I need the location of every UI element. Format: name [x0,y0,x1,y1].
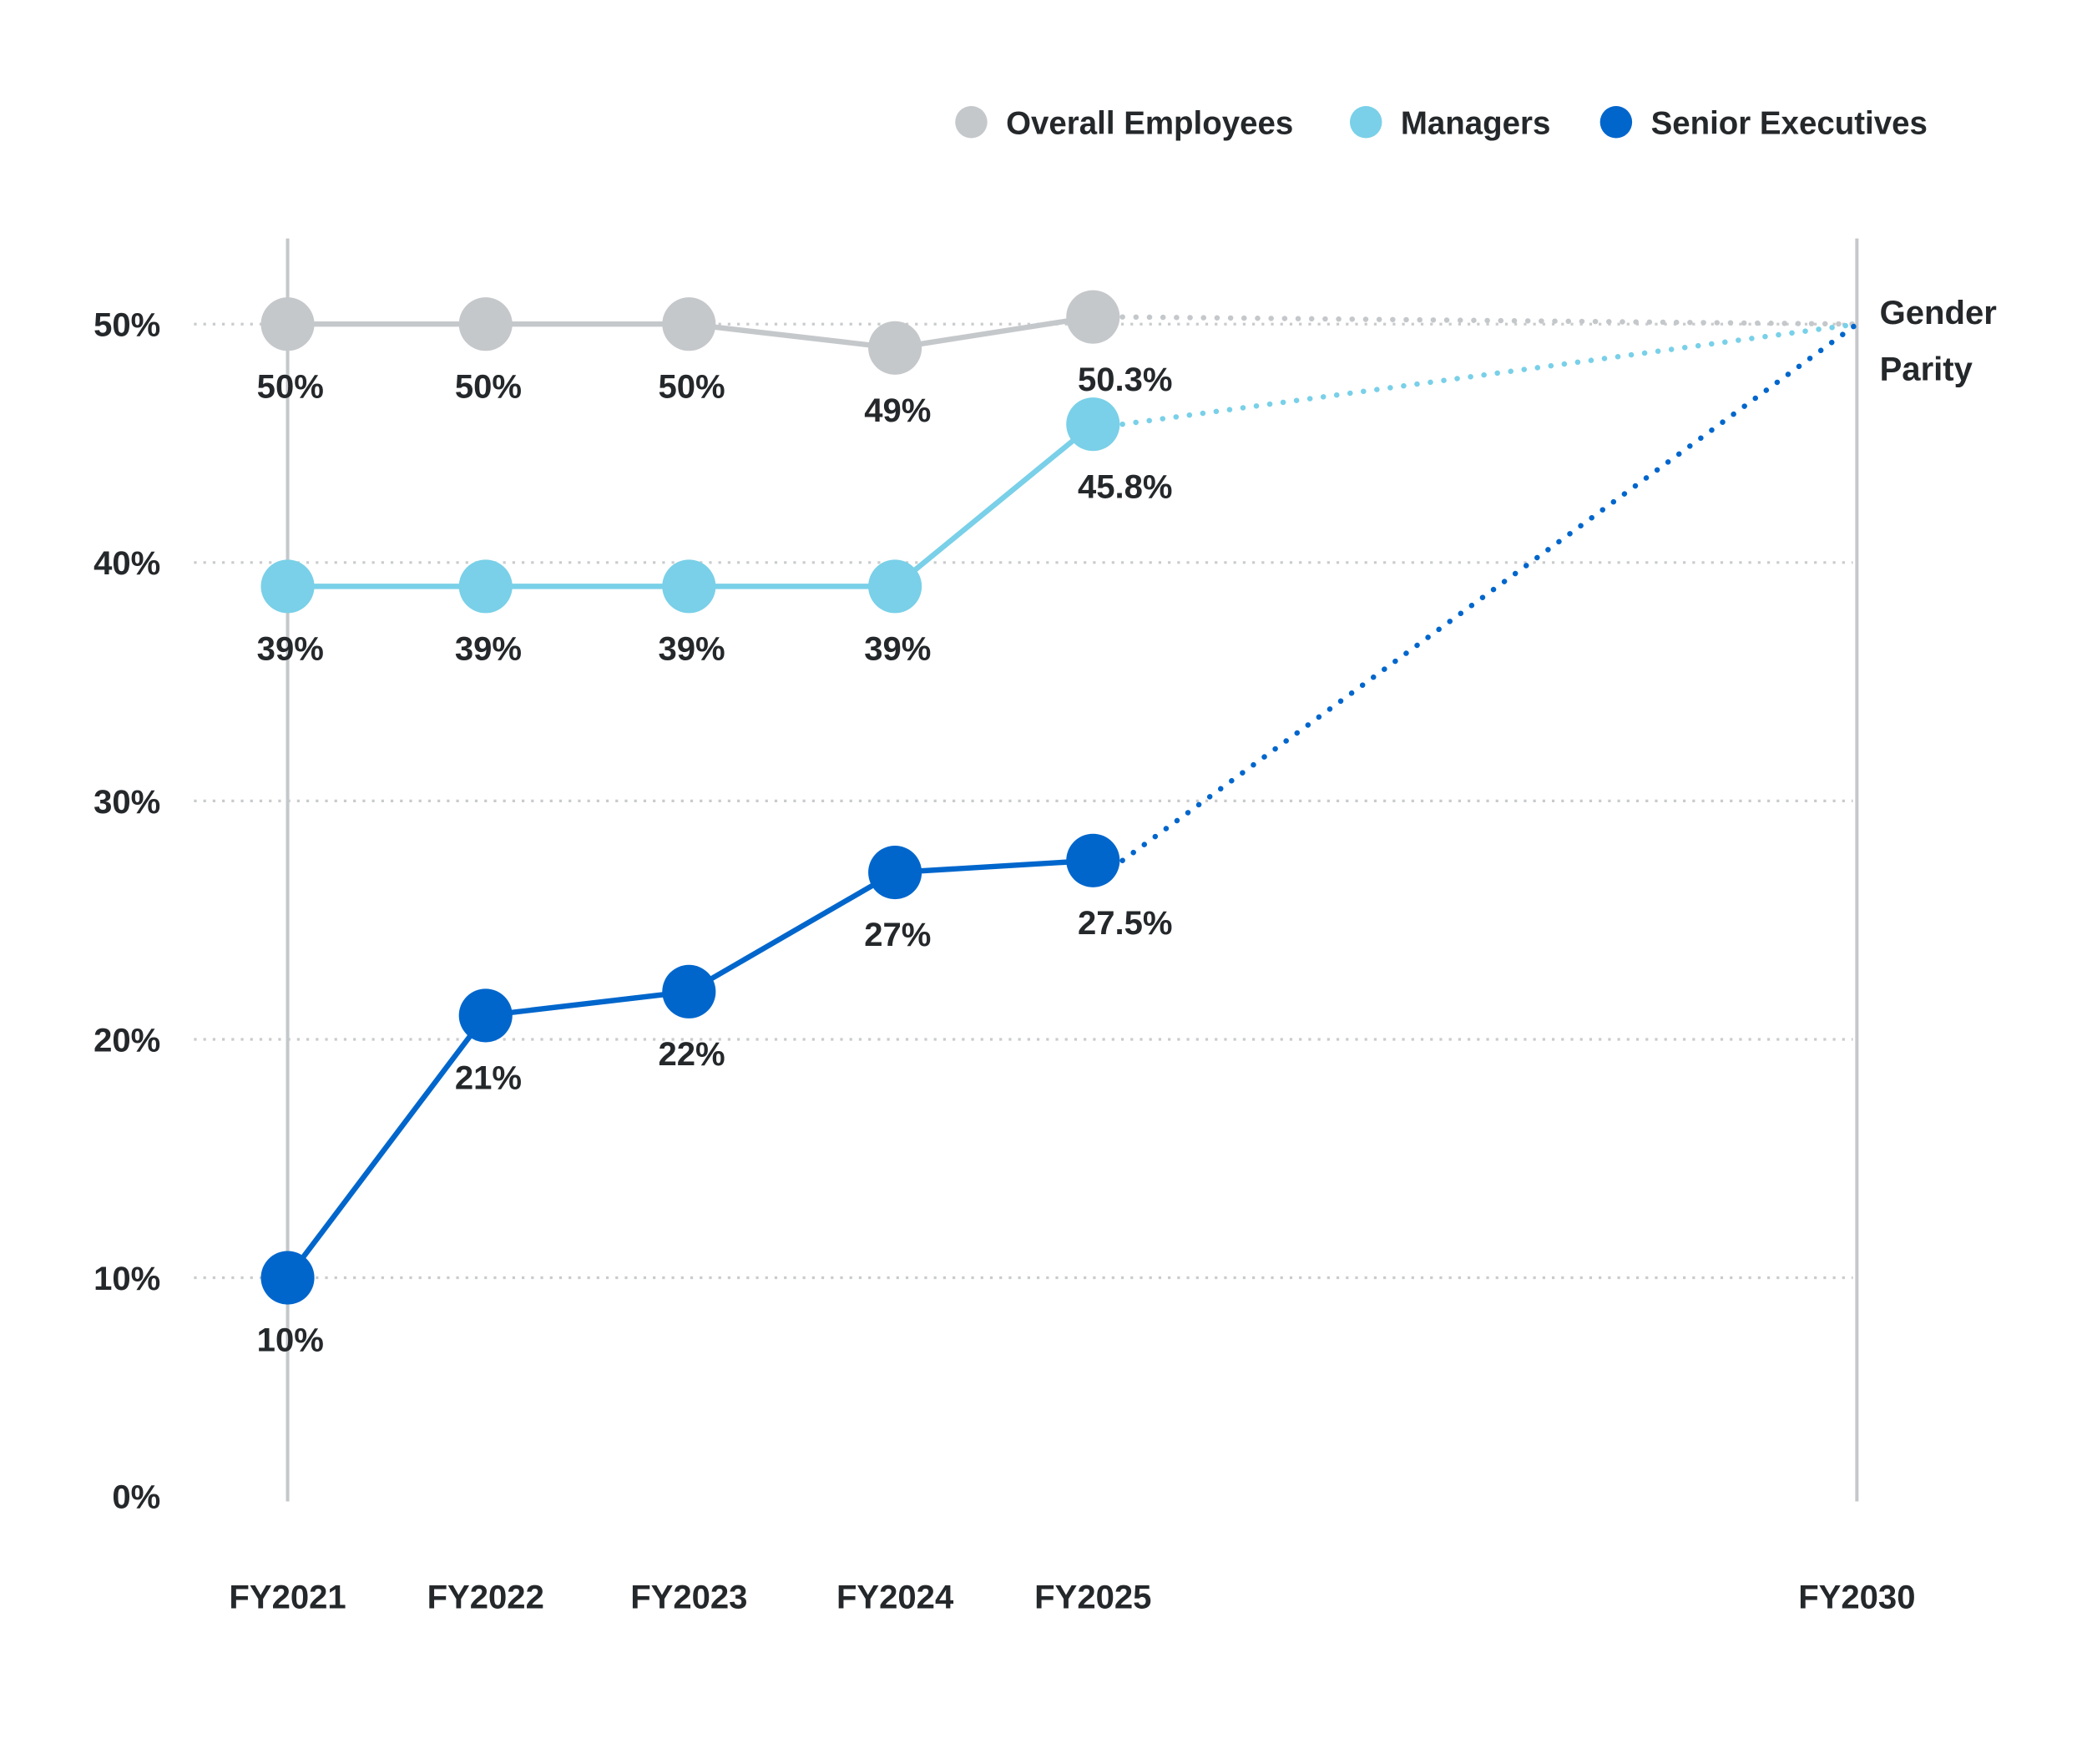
data-point [1066,833,1120,887]
legend-marker [955,106,988,139]
data-label: 45.8% [1078,468,1173,505]
data-point [458,559,513,614]
data-label: 49% [864,392,931,429]
data-label: 39% [864,631,931,668]
data-point [662,297,716,351]
data-label: 39% [455,631,522,668]
data-label: 50% [658,368,725,405]
y-tick-label: 10% [93,1261,160,1297]
target-label: Gender [1880,295,1997,331]
x-tick-label: FY2022 [427,1580,544,1616]
series-lines [285,314,1860,1280]
x-tick-label: FY2021 [229,1580,346,1616]
y-tick-label: 50% [93,307,160,344]
data-label: 22% [658,1036,725,1073]
axes: 0% 10% 20% 30% 40% 50% FY2021 FY2022 FY2023 FY202… [93,238,1997,1616]
data-label: 39% [257,631,324,668]
data-label: 27% [864,917,931,953]
gridlines [194,322,1853,1280]
data-point [1066,397,1120,452]
projection-line-2 [1119,321,1860,863]
data-point [1066,290,1120,344]
legend-marker [1349,106,1382,139]
data-label: 27.5% [1078,905,1173,942]
series-points [260,290,1120,1305]
data-label: 21% [455,1060,522,1097]
legend-label: Managers [1401,106,1551,142]
y-tick-label: 20% [93,1022,160,1059]
y-tick-label: 0% [112,1479,160,1516]
data-point [260,1251,315,1305]
legend-marker [1599,106,1633,139]
y-tick-label: 40% [93,545,160,582]
data-labels: 50% 50% 50% 49% 50.3% 39% 39% 39% 39% 45.8% 10% 21%… [257,361,1173,1359]
y-tick-label: 30% [93,784,160,821]
data-point [868,846,922,900]
x-tick-label: FY2023 [630,1580,747,1616]
data-point [868,559,922,614]
target-label: Parity [1880,351,1973,388]
x-tick-label: FY2030 [1798,1580,1915,1616]
projection-line-0 [1119,314,1860,327]
legend: Overall Employees Managers Senior Executiv… [955,106,1928,142]
legend-label: Overall Employees [1006,106,1293,142]
data-point [662,964,716,1018]
data-point [260,559,315,614]
legend-label: Senior Executives [1651,106,1928,142]
data-label: 39% [658,631,725,668]
projection-line-1 [1119,321,1860,427]
data-point [662,559,716,614]
x-tick-label: FY2024 [836,1580,954,1616]
x-tick-label: FY2025 [1034,1580,1151,1616]
data-label: 50% [257,368,324,405]
data-label: 10% [257,1322,324,1359]
data-point [260,297,315,351]
data-label: 50.3% [1078,361,1173,398]
data-point [458,297,513,351]
data-point [458,988,513,1043]
data-point [868,321,922,375]
data-label: 50% [455,368,522,405]
